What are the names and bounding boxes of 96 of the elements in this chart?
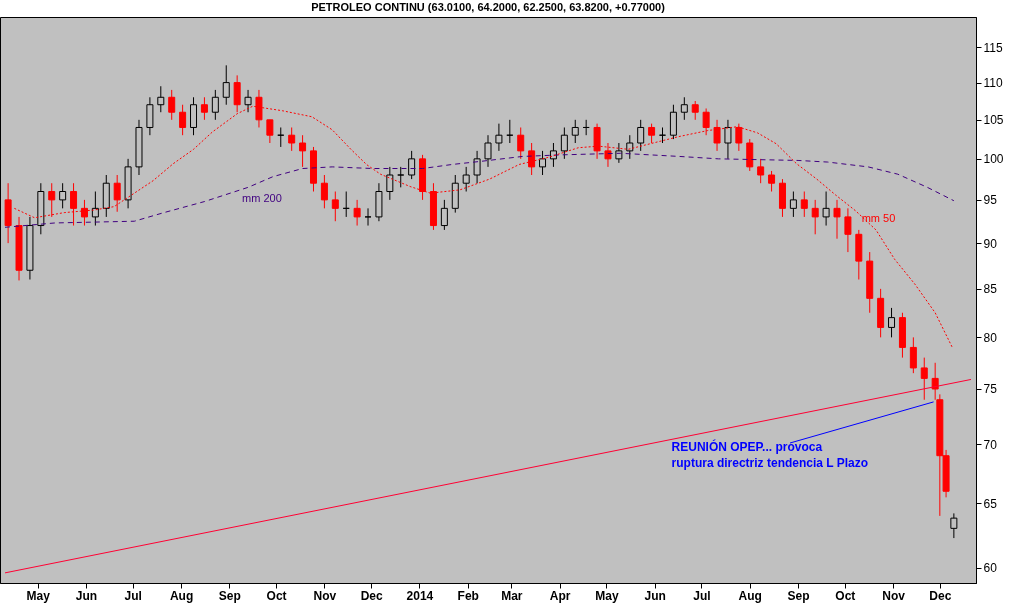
y-tick-label: 105 <box>983 113 1004 128</box>
candlestick <box>288 126 296 152</box>
x-tick-label: Jul <box>124 588 142 603</box>
candlestick <box>190 96 198 136</box>
candlestick <box>266 119 274 144</box>
x-tick-label: Sep <box>218 588 241 603</box>
y-tick-label: 85 <box>983 282 998 297</box>
y-tick-label: 115 <box>983 40 1003 55</box>
y-tick-label: 90 <box>983 236 998 251</box>
candlestick <box>244 89 252 113</box>
candlestick <box>768 170 776 193</box>
candlestick <box>800 191 808 218</box>
x-tick-label: Sep <box>787 588 810 603</box>
candlestick <box>724 119 732 160</box>
candlestick <box>517 126 525 160</box>
candlestick <box>669 104 677 140</box>
candlestick <box>789 191 797 218</box>
y-tick-label: 100 <box>983 152 1004 167</box>
candlestick <box>920 357 928 401</box>
candlestick <box>950 512 958 539</box>
y-tick-label: 65 <box>983 496 998 511</box>
y-tick-label: 95 <box>983 193 998 208</box>
y-tick-label: 110 <box>983 76 1003 91</box>
candlestick <box>811 199 819 235</box>
x-tick-label: Nov <box>313 588 337 603</box>
x-tick-label: Mar <box>501 588 523 603</box>
candlestick <box>833 199 841 240</box>
candlestick <box>822 191 830 227</box>
candlestick <box>691 100 699 121</box>
y-tick-label: 75 <box>983 382 998 397</box>
x-tick-label: Aug <box>169 588 194 603</box>
chart-title: PETROLEO CONTINU (63.0100, 64.2000, 62.2500, 63.8200, +0.77000) <box>311 1 666 13</box>
x-tick-label: Dec <box>360 588 383 603</box>
x-tick-label: May <box>26 588 51 603</box>
candlestick <box>484 134 492 168</box>
x-tick-label: Jun <box>644 588 666 603</box>
x-tick-label: Jul <box>693 588 711 603</box>
candlestick <box>648 123 656 144</box>
x-tick-label: Oct <box>835 588 856 603</box>
candlestick <box>888 307 896 338</box>
candlestick <box>571 119 579 144</box>
candlestick <box>495 123 503 152</box>
candlestick <box>386 166 394 201</box>
candlestick <box>59 182 67 209</box>
x-tick-label: Oct <box>266 588 287 603</box>
x-tick-label: Feb <box>457 588 479 603</box>
candlestick <box>113 174 121 213</box>
x-tick-label: Nov <box>882 588 906 603</box>
candlestick <box>200 96 208 121</box>
candlestick <box>713 119 721 152</box>
candlestick <box>462 166 470 193</box>
candlestick <box>48 182 56 218</box>
candlestick <box>909 336 917 374</box>
candlestick <box>222 64 230 106</box>
candlestick <box>473 150 481 184</box>
candlestick <box>528 142 536 176</box>
candlestick <box>637 119 645 152</box>
y-tick-label: 60 <box>983 561 998 576</box>
candlestick <box>157 85 165 113</box>
line-series <box>4 152 955 228</box>
candlestick <box>364 207 372 227</box>
candlestick <box>746 138 754 172</box>
candlestick <box>593 123 601 160</box>
annotation: REUNIÓN OPEP... provoca ruptura directriz tendencia L Plazo <box>671 438 869 470</box>
candlestick <box>757 158 765 184</box>
candlestick <box>168 89 176 121</box>
candlestick <box>844 207 852 253</box>
y-tick-label: 80 <box>983 330 998 345</box>
x-tick-label: Apr <box>549 588 571 603</box>
candlestick <box>408 150 416 180</box>
candlestick <box>80 199 88 227</box>
candlestick <box>91 191 99 227</box>
series-label: mm 200 <box>242 192 282 205</box>
candlestick <box>539 150 547 176</box>
candlestick <box>735 123 743 152</box>
candlestick <box>604 142 612 168</box>
candlestick <box>331 191 339 222</box>
y-tick-label: 70 <box>983 437 998 452</box>
candlestick <box>179 104 187 136</box>
x-tick-label: 2014 <box>406 588 434 603</box>
x-tick-label: Jun <box>75 588 98 603</box>
candlestick <box>211 89 219 121</box>
candlestick <box>615 142 623 164</box>
series-label: mm 50 <box>861 211 896 224</box>
candlestick <box>146 96 154 136</box>
x-tick-label: Dec <box>929 588 952 603</box>
candlestick <box>397 166 405 188</box>
x-tick-label: May <box>595 588 619 603</box>
candlestick <box>680 96 688 121</box>
candlestick <box>560 126 568 160</box>
candlestick <box>70 182 78 227</box>
candlestick <box>320 174 328 209</box>
x-tick-label: Aug <box>738 588 762 603</box>
candlestick <box>440 199 448 231</box>
candlestick <box>353 199 361 227</box>
candlestick <box>299 134 307 168</box>
